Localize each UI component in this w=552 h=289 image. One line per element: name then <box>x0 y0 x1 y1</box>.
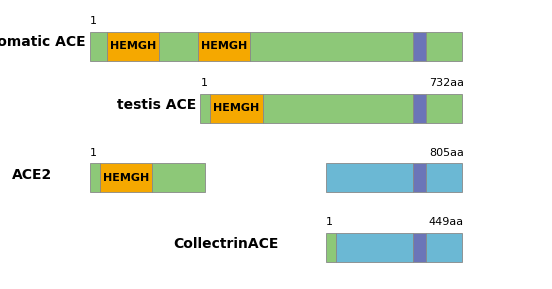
Text: 1: 1 <box>200 78 208 88</box>
FancyBboxPatch shape <box>90 32 107 61</box>
Text: 805aa: 805aa <box>429 147 464 158</box>
Text: 449aa: 449aa <box>428 217 464 227</box>
Text: testis ACE: testis ACE <box>116 99 196 112</box>
FancyBboxPatch shape <box>426 233 462 262</box>
Text: somatic ACE: somatic ACE <box>0 35 86 49</box>
Text: 1: 1 <box>326 217 333 227</box>
Text: HEMGH: HEMGH <box>201 41 247 51</box>
Text: HEMGH: HEMGH <box>103 173 149 183</box>
FancyBboxPatch shape <box>200 94 210 123</box>
FancyBboxPatch shape <box>107 32 159 61</box>
FancyBboxPatch shape <box>210 94 263 123</box>
Text: HEMGH: HEMGH <box>214 103 259 113</box>
Text: ACE2: ACE2 <box>12 168 52 182</box>
FancyBboxPatch shape <box>426 32 462 61</box>
Text: 732aa: 732aa <box>429 78 464 88</box>
FancyBboxPatch shape <box>413 94 426 123</box>
Text: 1: 1 <box>90 16 97 26</box>
FancyBboxPatch shape <box>90 163 100 192</box>
FancyBboxPatch shape <box>413 233 426 262</box>
FancyBboxPatch shape <box>426 163 462 192</box>
FancyBboxPatch shape <box>152 163 205 192</box>
FancyBboxPatch shape <box>250 32 413 61</box>
FancyBboxPatch shape <box>426 94 462 123</box>
FancyBboxPatch shape <box>198 32 250 61</box>
FancyBboxPatch shape <box>100 163 152 192</box>
Text: 1: 1 <box>90 147 97 158</box>
FancyBboxPatch shape <box>263 94 413 123</box>
Text: HEMGH: HEMGH <box>110 41 156 51</box>
FancyBboxPatch shape <box>159 32 198 61</box>
FancyBboxPatch shape <box>413 32 426 61</box>
FancyBboxPatch shape <box>413 163 426 192</box>
FancyBboxPatch shape <box>326 233 336 262</box>
Text: CollectrinACE: CollectrinACE <box>173 237 279 251</box>
FancyBboxPatch shape <box>336 233 413 262</box>
FancyBboxPatch shape <box>326 163 413 192</box>
